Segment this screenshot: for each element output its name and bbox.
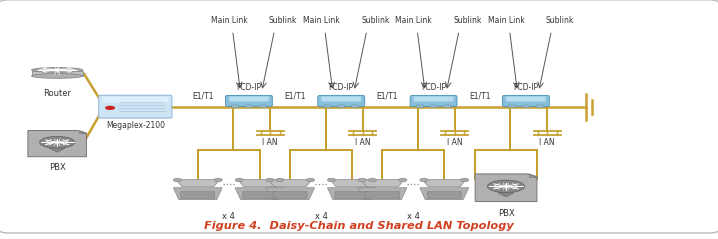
- FancyBboxPatch shape: [508, 105, 516, 108]
- Text: FCD-IP: FCD-IP: [236, 83, 261, 92]
- Text: I AN: I AN: [355, 138, 370, 147]
- FancyBboxPatch shape: [246, 105, 253, 108]
- Polygon shape: [498, 193, 514, 197]
- Polygon shape: [79, 130, 86, 133]
- FancyBboxPatch shape: [414, 96, 454, 101]
- Text: Megaplex-2100: Megaplex-2100: [106, 121, 165, 130]
- FancyBboxPatch shape: [416, 105, 424, 108]
- Ellipse shape: [307, 178, 314, 182]
- Text: Main Link: Main Link: [303, 16, 340, 25]
- Circle shape: [39, 136, 75, 148]
- FancyBboxPatch shape: [506, 96, 546, 101]
- Ellipse shape: [368, 178, 376, 182]
- FancyBboxPatch shape: [181, 192, 215, 198]
- Text: x 4: x 4: [314, 212, 327, 221]
- FancyBboxPatch shape: [430, 105, 437, 108]
- Text: E1/T1: E1/T1: [377, 91, 398, 100]
- FancyBboxPatch shape: [337, 105, 345, 108]
- Ellipse shape: [420, 178, 428, 182]
- Text: E1/T1: E1/T1: [469, 91, 490, 100]
- FancyBboxPatch shape: [259, 105, 266, 108]
- Polygon shape: [173, 188, 223, 200]
- Ellipse shape: [266, 178, 274, 182]
- Polygon shape: [238, 179, 281, 186]
- FancyBboxPatch shape: [318, 95, 365, 106]
- FancyBboxPatch shape: [503, 95, 549, 106]
- FancyBboxPatch shape: [225, 95, 272, 106]
- Text: E1/T1: E1/T1: [284, 91, 306, 100]
- Ellipse shape: [398, 178, 407, 182]
- Ellipse shape: [327, 178, 335, 182]
- Polygon shape: [528, 174, 537, 177]
- Polygon shape: [32, 71, 83, 76]
- Polygon shape: [330, 179, 373, 186]
- Ellipse shape: [276, 178, 284, 182]
- Text: FCD-IP: FCD-IP: [421, 83, 446, 92]
- Polygon shape: [50, 148, 65, 152]
- Polygon shape: [327, 188, 376, 200]
- FancyBboxPatch shape: [536, 105, 544, 108]
- Text: Figure 4.  Daisy-Chain and Shared LAN Topology: Figure 4. Daisy-Chain and Shared LAN Top…: [204, 221, 514, 231]
- Text: FCD-IP: FCD-IP: [513, 83, 538, 92]
- Polygon shape: [266, 188, 314, 200]
- Ellipse shape: [32, 68, 83, 72]
- Text: FCD-IP: FCD-IP: [329, 83, 354, 92]
- FancyBboxPatch shape: [324, 105, 331, 108]
- Polygon shape: [269, 179, 312, 186]
- FancyBboxPatch shape: [229, 96, 269, 101]
- FancyBboxPatch shape: [523, 105, 529, 108]
- FancyBboxPatch shape: [102, 97, 168, 103]
- FancyBboxPatch shape: [351, 105, 358, 108]
- Text: Sublink: Sublink: [546, 16, 574, 25]
- FancyBboxPatch shape: [444, 105, 451, 108]
- FancyBboxPatch shape: [273, 192, 307, 198]
- FancyBboxPatch shape: [322, 96, 361, 101]
- Ellipse shape: [173, 178, 182, 182]
- Text: Sublink: Sublink: [361, 16, 390, 25]
- Ellipse shape: [460, 178, 469, 182]
- Text: x 4: x 4: [407, 212, 420, 221]
- FancyBboxPatch shape: [243, 192, 276, 198]
- Text: Main Link: Main Link: [396, 16, 432, 25]
- FancyBboxPatch shape: [0, 0, 718, 233]
- FancyBboxPatch shape: [410, 95, 457, 106]
- FancyBboxPatch shape: [232, 105, 239, 108]
- Text: x 4: x 4: [223, 212, 235, 221]
- Polygon shape: [360, 179, 404, 186]
- Polygon shape: [235, 188, 284, 200]
- Text: E1/T1: E1/T1: [192, 91, 213, 100]
- Text: Sublink: Sublink: [269, 16, 297, 25]
- Polygon shape: [358, 188, 407, 200]
- Text: Main Link: Main Link: [488, 16, 524, 25]
- Text: PBX: PBX: [49, 163, 65, 172]
- Text: Sublink: Sublink: [454, 16, 482, 25]
- Ellipse shape: [358, 178, 366, 182]
- Text: I AN: I AN: [262, 138, 278, 147]
- FancyBboxPatch shape: [98, 95, 172, 118]
- Circle shape: [106, 106, 114, 109]
- Text: I AN: I AN: [539, 138, 555, 147]
- Polygon shape: [420, 188, 469, 200]
- FancyBboxPatch shape: [365, 192, 399, 198]
- Text: PBX: PBX: [498, 209, 514, 218]
- Polygon shape: [475, 174, 537, 201]
- Text: Main Link: Main Link: [210, 16, 248, 25]
- FancyBboxPatch shape: [335, 192, 369, 198]
- Polygon shape: [28, 130, 86, 157]
- Circle shape: [488, 180, 525, 193]
- Text: I AN: I AN: [447, 138, 462, 147]
- Ellipse shape: [235, 178, 243, 182]
- FancyBboxPatch shape: [427, 192, 461, 198]
- Polygon shape: [422, 179, 466, 186]
- Ellipse shape: [32, 74, 83, 78]
- Ellipse shape: [214, 178, 223, 182]
- Text: Router: Router: [43, 89, 71, 98]
- Polygon shape: [176, 179, 220, 186]
